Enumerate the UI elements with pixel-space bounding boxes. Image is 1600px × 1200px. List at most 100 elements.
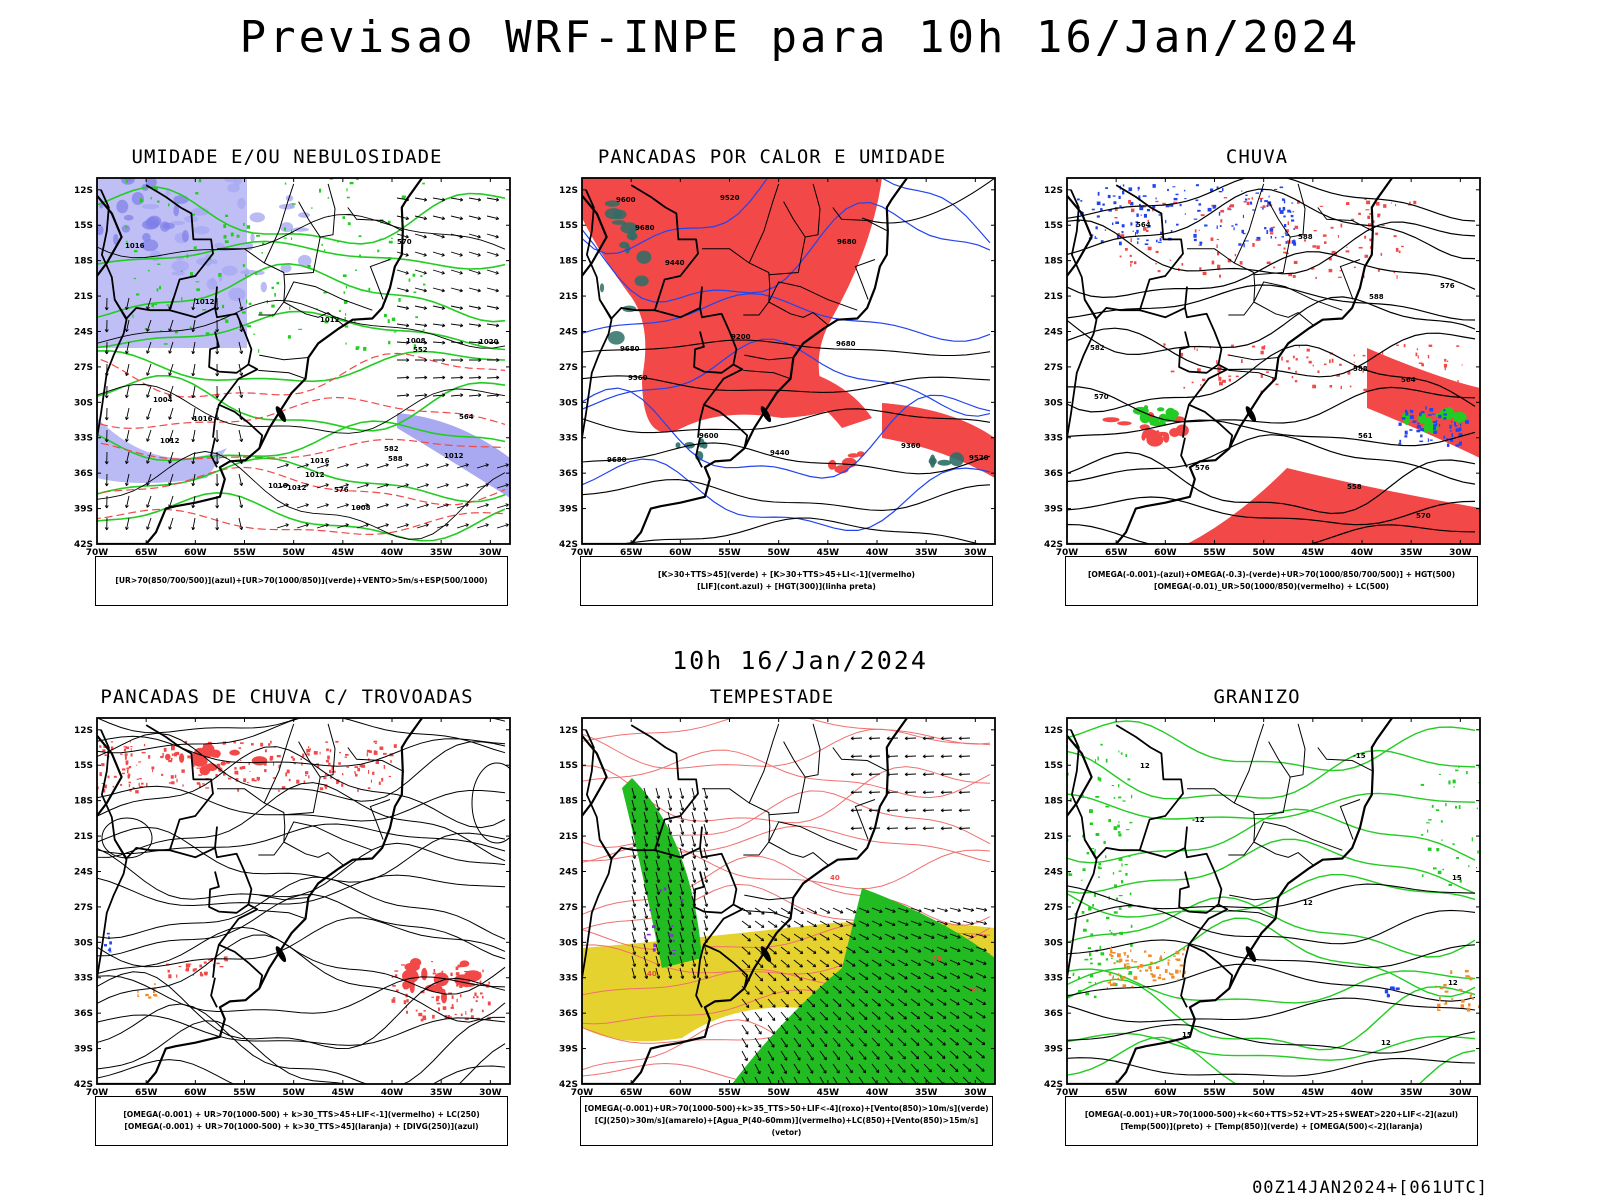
contour-label: 50 [969,986,979,994]
lon-tick-label: 35W [430,548,453,558]
lat-tick-label: 36S [559,1009,578,1019]
country-border [693,331,734,374]
state-border [1229,894,1279,901]
lat-tick-label: 42S [74,1080,93,1090]
lon-tick-label: 40W [1351,548,1374,558]
lon-tick-label: 50W [767,1088,790,1098]
country-border [1184,826,1234,989]
country-border [585,189,655,320]
lat-tick-label: 30S [74,938,93,948]
contour-label: 9200 [731,333,751,341]
lon-tick-label: 35W [430,1088,453,1098]
lon-tick-label: 35W [1400,1088,1423,1098]
state-border [1233,723,1265,804]
country-border [208,331,249,374]
contour-label: 576 [334,486,349,494]
country-border [699,826,749,989]
state-border [1339,259,1361,300]
state-border [1253,723,1306,816]
country-border [145,724,216,859]
lat-tick-label: 21S [1044,832,1063,842]
lat-tick-label: 27S [74,363,93,373]
contour-label: 1016 [193,415,213,423]
contour-label: 9680 [607,456,627,464]
lat-tick-label: 39S [74,1045,93,1055]
lon-tick-label: 65W [1105,548,1128,558]
lat-tick-label: 36S [1044,469,1063,479]
state-border [1228,909,1276,920]
legend-line: [OMEGA(-0.001)+UR>70(1000-500)+k<60+TTS>… [1084,1110,1459,1119]
country-border [1180,977,1188,1008]
legend-box: [UR>70(850/700/500)](azul)+[UR>70(1000/8… [95,556,508,606]
state-border [1268,741,1291,778]
footer-run-label: 00Z14JAN2024+[061UTC] [1252,1178,1488,1198]
lat-tick-label: 27S [1044,903,1063,913]
contour-label: 9600 [616,196,636,204]
lat-tick-label: 30S [1044,398,1063,408]
state-border [1187,788,1256,856]
lat-tick-label: 15S [74,761,93,771]
lon-tick-label: 35W [915,1088,938,1098]
legend-line: [OMEGA(-0.001) + UR>70(1000-500) + k>30_… [123,1110,480,1119]
map-layers [97,718,510,1084]
state-border [702,788,771,856]
lat-tick-label: 12S [1044,726,1063,736]
contour-label: 9360 [901,442,921,450]
lat-tick-label: 15S [559,221,578,231]
lon-tick-label: 65W [620,1088,643,1098]
map-frame [581,717,996,1085]
lon-tick-label: 65W [135,548,158,558]
lat-tick-label: 42S [559,540,578,550]
contour-label: 40 [647,970,657,978]
lat-tick-label: 18S [74,257,93,267]
lon-tick-label: 45W [332,548,355,558]
country-border [1178,871,1219,914]
state-border [283,821,373,851]
lat-tick-label: 30S [1044,938,1063,948]
country-border [1070,189,1140,320]
country-border [1178,331,1219,374]
contour-label: 561 [1358,432,1373,440]
state-border [217,788,286,856]
mid-title: 10h 16/Jan/2024 [672,646,928,675]
country-border [210,437,218,468]
state-border [369,799,391,840]
lon-tick-label: 50W [282,1088,305,1098]
map-layers: 12 12 12 15 15 -15 -12 12 [1067,718,1480,1084]
lat-tick-label: 15S [559,761,578,771]
map-chuva: 588 588 588 582 576 576 570 570 564 564 558 561 12S 1… [1044,177,1481,558]
lat-tick-label: 27S [74,903,93,913]
contour-label: 15 [1182,1031,1192,1039]
map-frame [96,717,511,1085]
state-border [1253,183,1306,276]
contour-label: 1012 [195,298,215,306]
contour-label: 582 [384,445,399,453]
contour-label: 9440 [770,449,790,457]
state-border [258,369,306,380]
lat-tick-label: 18S [1044,257,1063,267]
lat-tick-label: 18S [74,797,93,807]
lat-tick-label: 12S [74,726,93,736]
lat-tick-label: 21S [559,292,578,302]
contour-label: 582 [1090,344,1105,352]
lon-tick-label: 65W [1105,1088,1128,1098]
contour-label: 1008 [406,337,426,345]
coastline [1067,718,1394,1084]
country-border [214,286,264,449]
panel-title: PANCADAS POR CALOR E UMIDADE [597,146,947,168]
contour-label: 9520 [720,194,740,202]
lat-tick-label: 24S [559,867,578,877]
state-border [1339,799,1361,840]
contour-label: 1012 [444,452,464,460]
lat-tick-label: 30S [559,938,578,948]
lon-tick-label: 60W [669,548,692,558]
state-border [768,723,821,816]
lon-tick-label: 50W [282,548,305,558]
state-border [1253,281,1343,311]
contour-label: 570 [397,238,412,246]
contour-label: 588 [1353,365,1368,373]
state-border [217,248,286,316]
country-border [1182,944,1190,978]
state-border [768,841,830,866]
